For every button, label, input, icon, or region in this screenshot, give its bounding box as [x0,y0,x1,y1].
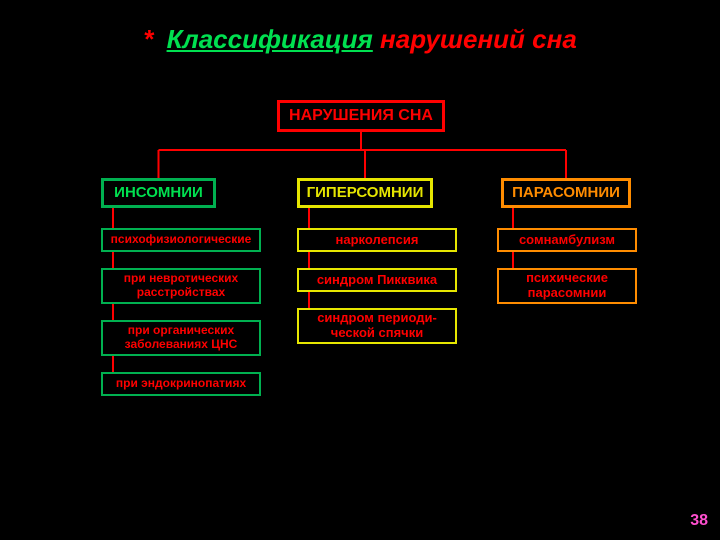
slide: * Классификация нарушений сна НАРУШЕНИЯ … [0,0,720,540]
slide-title: * Классификация нарушений сна [0,24,720,55]
branch-header-0: ИНСОМНИИ [101,178,216,208]
root-node: НАРУШЕНИЯ СНА [277,100,445,132]
branch-0-item-1: при невротических расстройствах [101,268,261,304]
branch-0-item-3: при эндокринопатиях [101,372,261,396]
page-number: 38 [690,512,708,530]
branch-2-item-1: психические парасомнии [497,268,637,304]
title-star: * [143,24,153,54]
branch-header-1: ГИПЕРСОМНИИ [297,178,433,208]
branch-0-item-2: при органических заболеваниях ЦНС [101,320,261,356]
branch-0-item-0: психофизиологические [101,228,261,252]
title-word2: нарушений сна [380,24,577,54]
branch-1-item-1: синдром Пикквика [297,268,457,292]
branch-header-2: ПАРАСОМНИИ [501,178,631,208]
title-word1: Классификация [167,24,373,54]
branch-2-item-0: сомнамбулизм [497,228,637,252]
branch-1-item-2: синдром периоди-ческой спячки [297,308,457,344]
branch-1-item-0: нарколепсия [297,228,457,252]
